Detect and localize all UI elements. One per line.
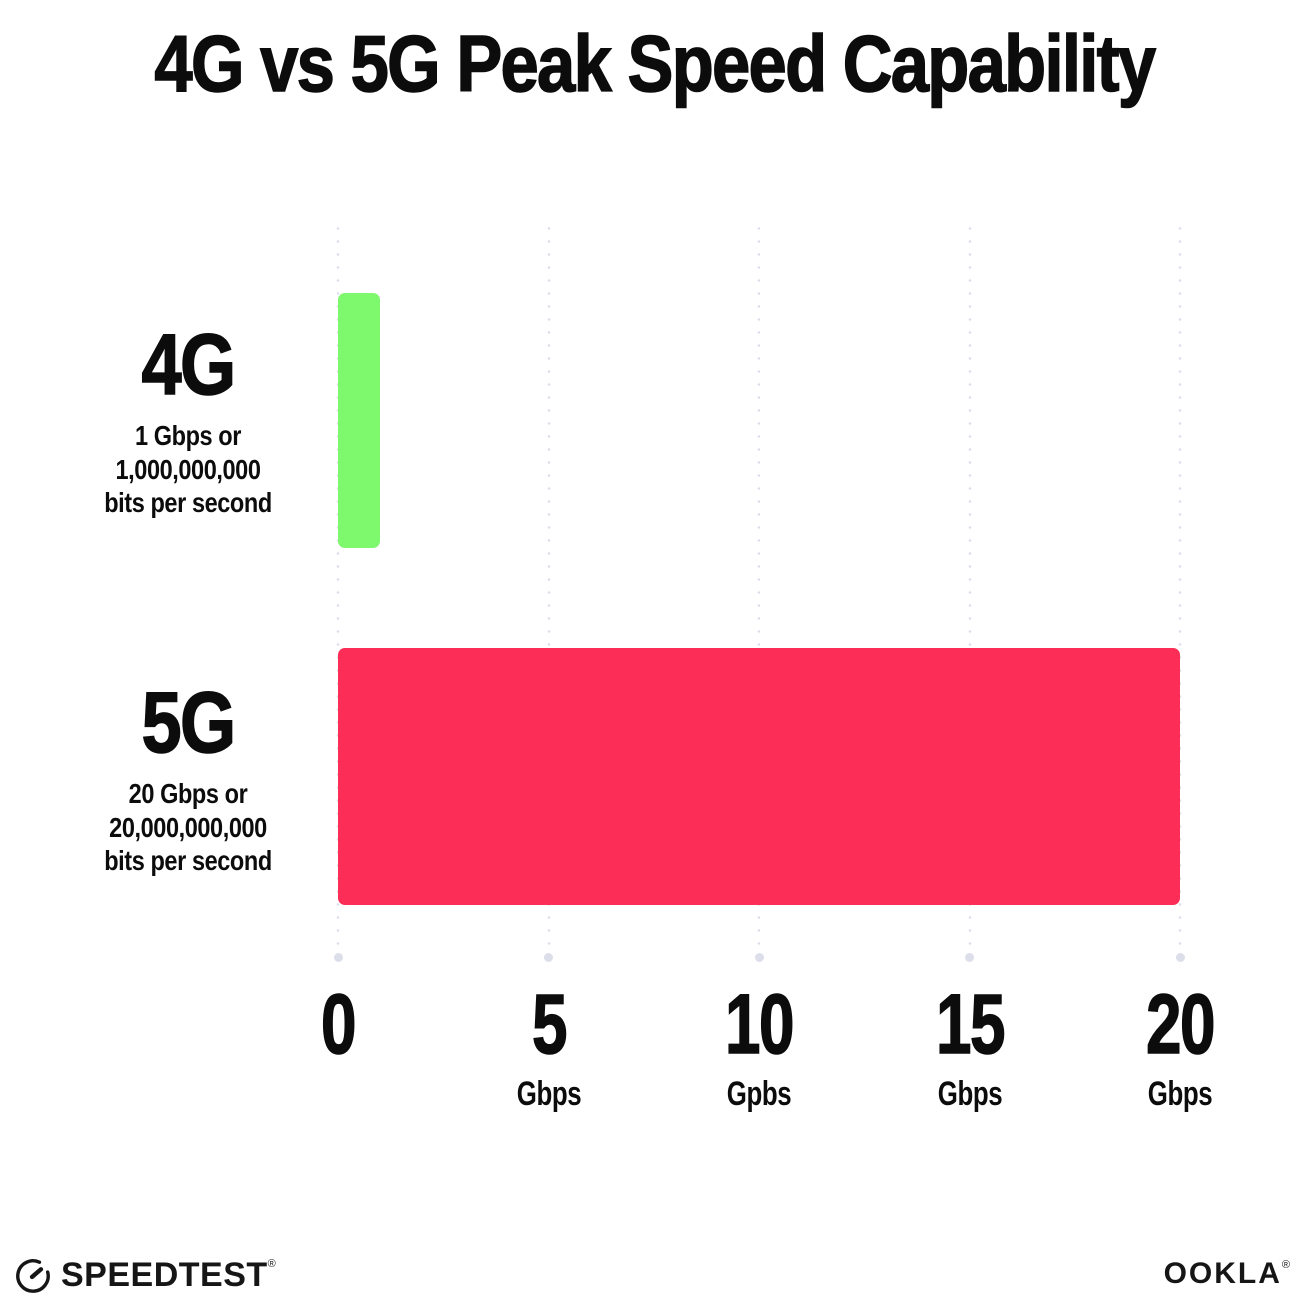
chart-plot-area: 0 5 Gbps 10 Gpbs 15 Gbps 20 Gbps bbox=[320, 222, 1216, 1113]
bar-4g bbox=[338, 293, 381, 548]
category-description: 20 Gbps or 20,000,000,000 bits per secon… bbox=[104, 778, 272, 877]
bar-5g bbox=[338, 648, 1180, 905]
x-tick-value: 15 bbox=[935, 977, 1006, 1071]
registered-mark: ® bbox=[267, 1258, 276, 1270]
registered-mark: ® bbox=[1281, 1259, 1290, 1271]
category-label: 4G bbox=[141, 317, 237, 413]
speedtest-wordmark: SPEEDTEST® bbox=[61, 1256, 276, 1294]
x-tick-value: 5 bbox=[531, 977, 568, 1071]
x-tick-unit: Gbps bbox=[516, 1075, 581, 1113]
row-label-4g: 4G 1 Gbps or 1,000,000,000 bits per seco… bbox=[54, 317, 323, 520]
x-tick-unit: Gbps bbox=[937, 1075, 1002, 1113]
x-tick-value: 10 bbox=[724, 977, 795, 1071]
speedtest-logo: SPEEDTEST® bbox=[14, 1256, 276, 1295]
x-tick-unit: Gbps bbox=[1147, 1075, 1213, 1113]
gridline-5 bbox=[546, 222, 551, 955]
speedtest-gauge-icon bbox=[14, 1257, 52, 1295]
gridline-20 bbox=[1177, 222, 1183, 955]
page-title: 4G vs 5G Peak Speed Capability bbox=[153, 19, 1156, 108]
x-tick-value: 20 bbox=[1145, 977, 1216, 1071]
x-tick-0: 0 bbox=[320, 977, 357, 1075]
x-tick-unit: Gpbs bbox=[726, 1075, 792, 1113]
x-tick-10: 10 Gpbs bbox=[724, 977, 795, 1114]
x-tick-5: 5 Gbps bbox=[516, 977, 581, 1114]
ookla-logo: OOKLA® bbox=[1164, 1257, 1290, 1291]
category-label: 5G bbox=[141, 675, 237, 771]
category-description: 1 Gbps or 1,000,000,000 bits per second bbox=[104, 420, 272, 519]
gridline-10 bbox=[756, 222, 762, 955]
x-tick-value: 0 bbox=[320, 977, 357, 1071]
x-tick-20: 20 Gbps bbox=[1145, 977, 1216, 1114]
gridline-15 bbox=[967, 222, 972, 955]
row-label-5g: 5G 20 Gbps or 20,000,000,000 bits per se… bbox=[54, 675, 323, 878]
x-tick-15: 15 Gbps bbox=[935, 977, 1006, 1114]
gridline-0 bbox=[335, 222, 341, 955]
ookla-wordmark: OOKLA bbox=[1163, 1257, 1282, 1290]
